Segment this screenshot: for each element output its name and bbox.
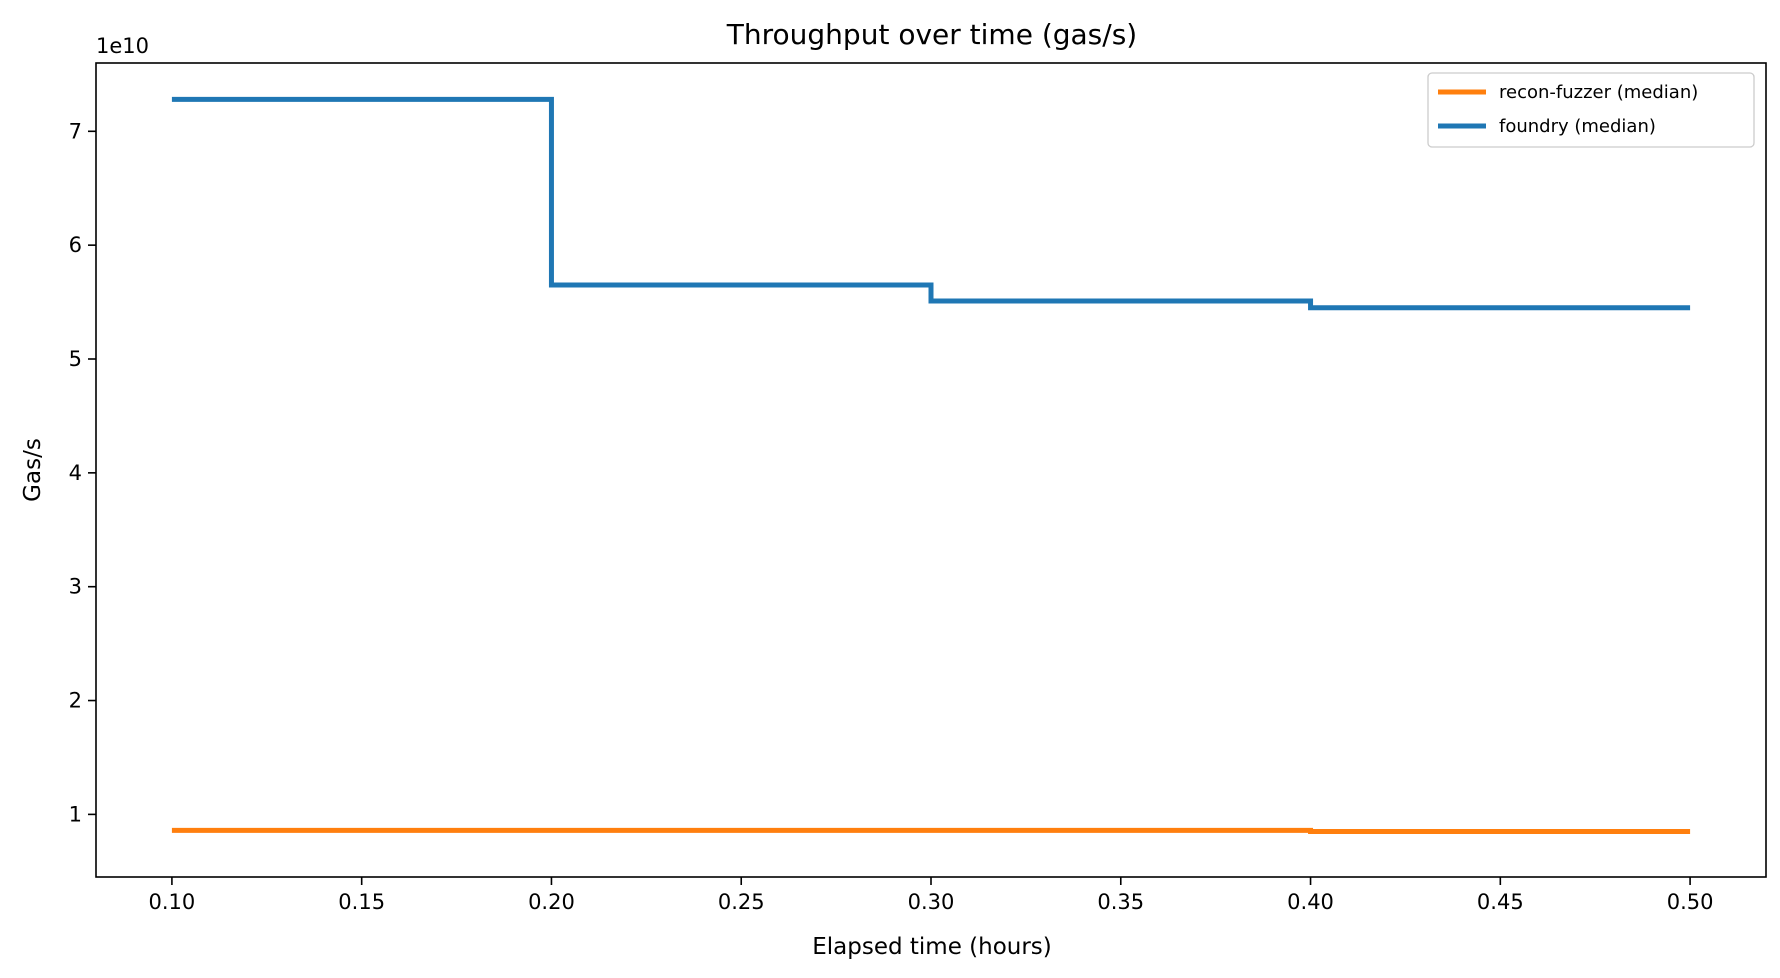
x-tick-label: 0.20 — [528, 890, 575, 914]
y-axis: 1 2 3 4 5 6 7 — [69, 119, 96, 826]
series-line-foundry — [171, 96, 1691, 311]
legend-box — [1427, 72, 1755, 148]
y-tick-label: 3 — [69, 575, 82, 599]
y-tick-label: 7 — [69, 119, 82, 143]
legend: recon-fuzzer (median) foundry (median) — [1427, 72, 1755, 148]
y-axis-label: Gas/s — [20, 438, 46, 502]
x-tick-label: 0.25 — [718, 890, 765, 914]
y-offset-label: 1e10 — [96, 34, 149, 58]
y-tick-label: 6 — [69, 233, 82, 257]
legend-label: recon-fuzzer (median) — [1499, 82, 1698, 103]
legend-label: foundry (median) — [1499, 116, 1656, 137]
y-tick-label: 4 — [69, 461, 82, 485]
x-tick-label: 0.50 — [1667, 890, 1714, 914]
x-tick-label: 0.10 — [149, 890, 196, 914]
plot-area: 0.10 0.15 0.20 0.25 0.30 0.35 0.40 0.45 0.50 1 2 3… — [69, 62, 1767, 914]
series-lines — [171, 96, 1691, 834]
x-axis-label: Elapsed time (hours) — [812, 934, 1052, 960]
x-axis: 0.10 0.15 0.20 0.25 0.30 0.35 0.40 0.45 0.50 — [149, 877, 1714, 914]
x-tick-label: 0.15 — [338, 890, 385, 914]
y-tick-label: 2 — [69, 689, 82, 713]
x-tick-label: 0.30 — [908, 890, 955, 914]
x-tick-label: 0.40 — [1287, 890, 1334, 914]
x-tick-label: 0.45 — [1477, 890, 1524, 914]
x-tick-label: 0.35 — [1097, 890, 1144, 914]
y-tick-label: 1 — [69, 802, 82, 826]
series-line-recon-fuzzer — [171, 827, 1691, 834]
y-tick-label: 5 — [69, 347, 82, 371]
chart-title: Throughput over time (gas/s) — [726, 18, 1137, 51]
plot-frame — [95, 62, 1767, 878]
